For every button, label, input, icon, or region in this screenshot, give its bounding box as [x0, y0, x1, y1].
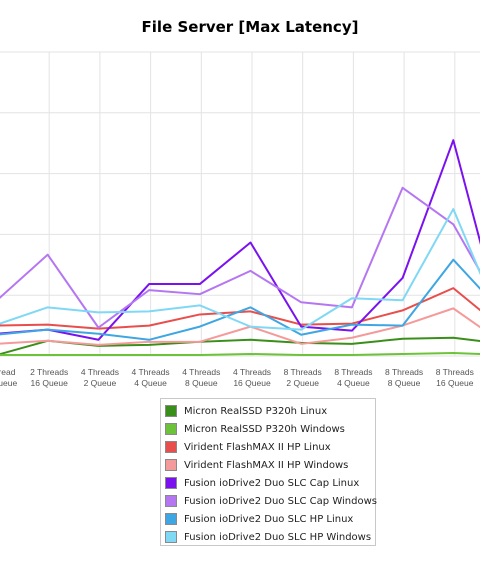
x-tick-label: 8 Threads 2 Queue	[284, 367, 322, 388]
series-line-micron-realssd-p320h-linux	[0, 336, 480, 356]
x-tick-label: 8 Threads 16 Queue	[436, 367, 474, 388]
legend-label: Micron RealSSD P320h Linux	[184, 405, 328, 417]
legend-swatch	[165, 405, 177, 417]
x-tick-label: 4 Threads 4 Queue	[132, 367, 170, 388]
legend-swatch	[165, 477, 177, 489]
legend-item-virident-flashmax-ii-hp-windows: Virident FlashMAX II HP Windows	[165, 456, 375, 474]
chart-title: File Server [Max Latency]	[141, 18, 359, 36]
series-line-micron-realssd-p320h-windows	[0, 351, 480, 356]
legend-item-fusion-iodrive2-duo-slc-hp-windows: Fusion ioDrive2 Duo SLC HP Windows	[165, 528, 375, 546]
series-line-fusion-iodrive2-duo-slc-cap-linux	[0, 139, 480, 341]
chart-grid	[0, 51, 480, 357]
x-tick-label: 2 Threads 16 Queue	[30, 367, 68, 388]
legend-swatch	[165, 441, 177, 453]
legend-label: Fusion ioDrive2 Duo SLC Cap Windows	[184, 495, 377, 507]
legend-swatch	[165, 423, 177, 435]
legend-item-fusion-iodrive2-duo-slc-hp-linux: Fusion ioDrive2 Duo SLC HP Linux	[165, 510, 375, 528]
legend-label: Virident FlashMAX II HP Linux	[184, 441, 331, 453]
chart-series-lines	[0, 139, 480, 356]
legend-label: Fusion ioDrive2 Duo SLC HP Linux	[184, 513, 354, 525]
legend-swatch	[165, 531, 177, 543]
legend-item-micron-realssd-p320h-windows: Micron RealSSD P320h Windows	[165, 420, 375, 438]
legend-swatch	[165, 513, 177, 525]
legend-item-fusion-iodrive2-duo-slc-cap-linux: Fusion ioDrive2 Duo SLC Cap Linux	[165, 474, 375, 492]
legend-label: Micron RealSSD P320h Windows	[184, 423, 345, 435]
series-line-fusion-iodrive2-duo-slc-cap-windows	[0, 186, 480, 329]
x-tick-label: 4 Threads 2 Queue	[81, 367, 119, 388]
chart-legend: Micron RealSSD P320h Linux Micron RealSSD…	[160, 398, 377, 546]
x-tick-label: 1 Thread16 Queue	[0, 367, 17, 388]
legend-swatch	[165, 459, 177, 471]
x-tick-label: 8 Threads 4 Queue	[334, 367, 372, 388]
legend-item-virident-flashmax-ii-hp-linux: Virident FlashMAX II HP Linux	[165, 438, 375, 456]
series-line-fusion-iodrive2-duo-slc-hp-linux	[0, 258, 480, 341]
legend-label: Virident FlashMAX II HP Windows	[184, 459, 349, 471]
legend-item-micron-realssd-p320h-linux: Micron RealSSD P320h Linux	[165, 402, 375, 420]
legend-swatch	[165, 495, 177, 507]
legend-label: Fusion ioDrive2 Duo SLC Cap Linux	[184, 477, 360, 489]
x-tick-label: 8 Threads 8 Queue	[385, 367, 423, 388]
x-tick-label: 4 Threads 16 Queue	[233, 367, 271, 388]
legend-item-fusion-iodrive2-duo-slc-cap-windows: Fusion ioDrive2 Duo SLC Cap Windows	[165, 492, 377, 510]
legend-label: Fusion ioDrive2 Duo SLC HP Windows	[184, 531, 372, 543]
x-tick-label: 4 Threads 8 Queue	[182, 367, 220, 388]
series-line-fusion-iodrive2-duo-slc-hp-windows	[0, 208, 480, 331]
